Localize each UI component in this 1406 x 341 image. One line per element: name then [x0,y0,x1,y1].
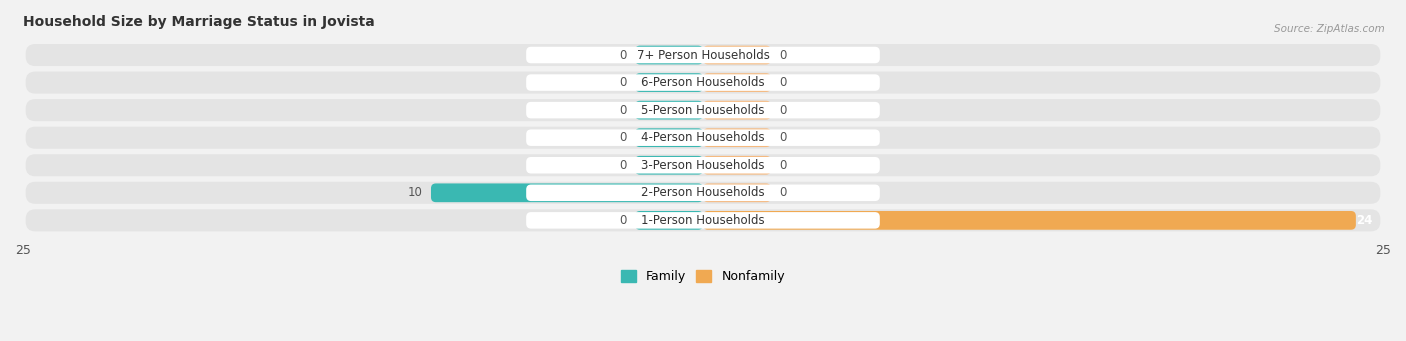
Text: 2-Person Households: 2-Person Households [641,186,765,199]
FancyBboxPatch shape [526,130,880,146]
Text: 0: 0 [620,76,627,89]
FancyBboxPatch shape [25,154,1381,176]
FancyBboxPatch shape [526,47,880,63]
FancyBboxPatch shape [636,73,703,92]
Text: 0: 0 [779,48,786,61]
FancyBboxPatch shape [526,157,880,174]
FancyBboxPatch shape [526,102,880,118]
FancyBboxPatch shape [636,156,703,175]
Text: 10: 10 [408,186,423,199]
FancyBboxPatch shape [703,211,1355,230]
FancyBboxPatch shape [703,156,770,175]
FancyBboxPatch shape [636,211,703,230]
Text: 3-Person Households: 3-Person Households [641,159,765,172]
Text: 24: 24 [1355,214,1372,227]
FancyBboxPatch shape [636,46,703,64]
Text: 0: 0 [779,104,786,117]
Text: Source: ZipAtlas.com: Source: ZipAtlas.com [1274,24,1385,34]
FancyBboxPatch shape [703,128,770,147]
FancyBboxPatch shape [526,212,880,228]
Text: 0: 0 [620,214,627,227]
FancyBboxPatch shape [636,101,703,119]
Text: 0: 0 [620,104,627,117]
Text: 0: 0 [620,48,627,61]
Text: 1-Person Households: 1-Person Households [641,214,765,227]
Text: 6-Person Households: 6-Person Households [641,76,765,89]
Text: 7+ Person Households: 7+ Person Households [637,48,769,61]
Text: 4-Person Households: 4-Person Households [641,131,765,144]
FancyBboxPatch shape [25,72,1381,93]
FancyBboxPatch shape [25,44,1381,66]
FancyBboxPatch shape [25,182,1381,204]
Text: 5-Person Households: 5-Person Households [641,104,765,117]
FancyBboxPatch shape [25,99,1381,121]
Text: 0: 0 [779,186,786,199]
Text: 0: 0 [779,131,786,144]
FancyBboxPatch shape [25,127,1381,149]
Text: Household Size by Marriage Status in Jovista: Household Size by Marriage Status in Jov… [22,15,374,29]
FancyBboxPatch shape [526,74,880,91]
FancyBboxPatch shape [636,128,703,147]
FancyBboxPatch shape [432,183,703,202]
FancyBboxPatch shape [703,73,770,92]
FancyBboxPatch shape [703,46,770,64]
FancyBboxPatch shape [526,184,880,201]
FancyBboxPatch shape [25,209,1381,232]
Text: 0: 0 [779,159,786,172]
Text: 0: 0 [620,159,627,172]
Legend: Family, Nonfamily: Family, Nonfamily [616,265,790,288]
FancyBboxPatch shape [703,183,770,202]
Text: 0: 0 [620,131,627,144]
FancyBboxPatch shape [703,101,770,119]
Text: 0: 0 [779,76,786,89]
